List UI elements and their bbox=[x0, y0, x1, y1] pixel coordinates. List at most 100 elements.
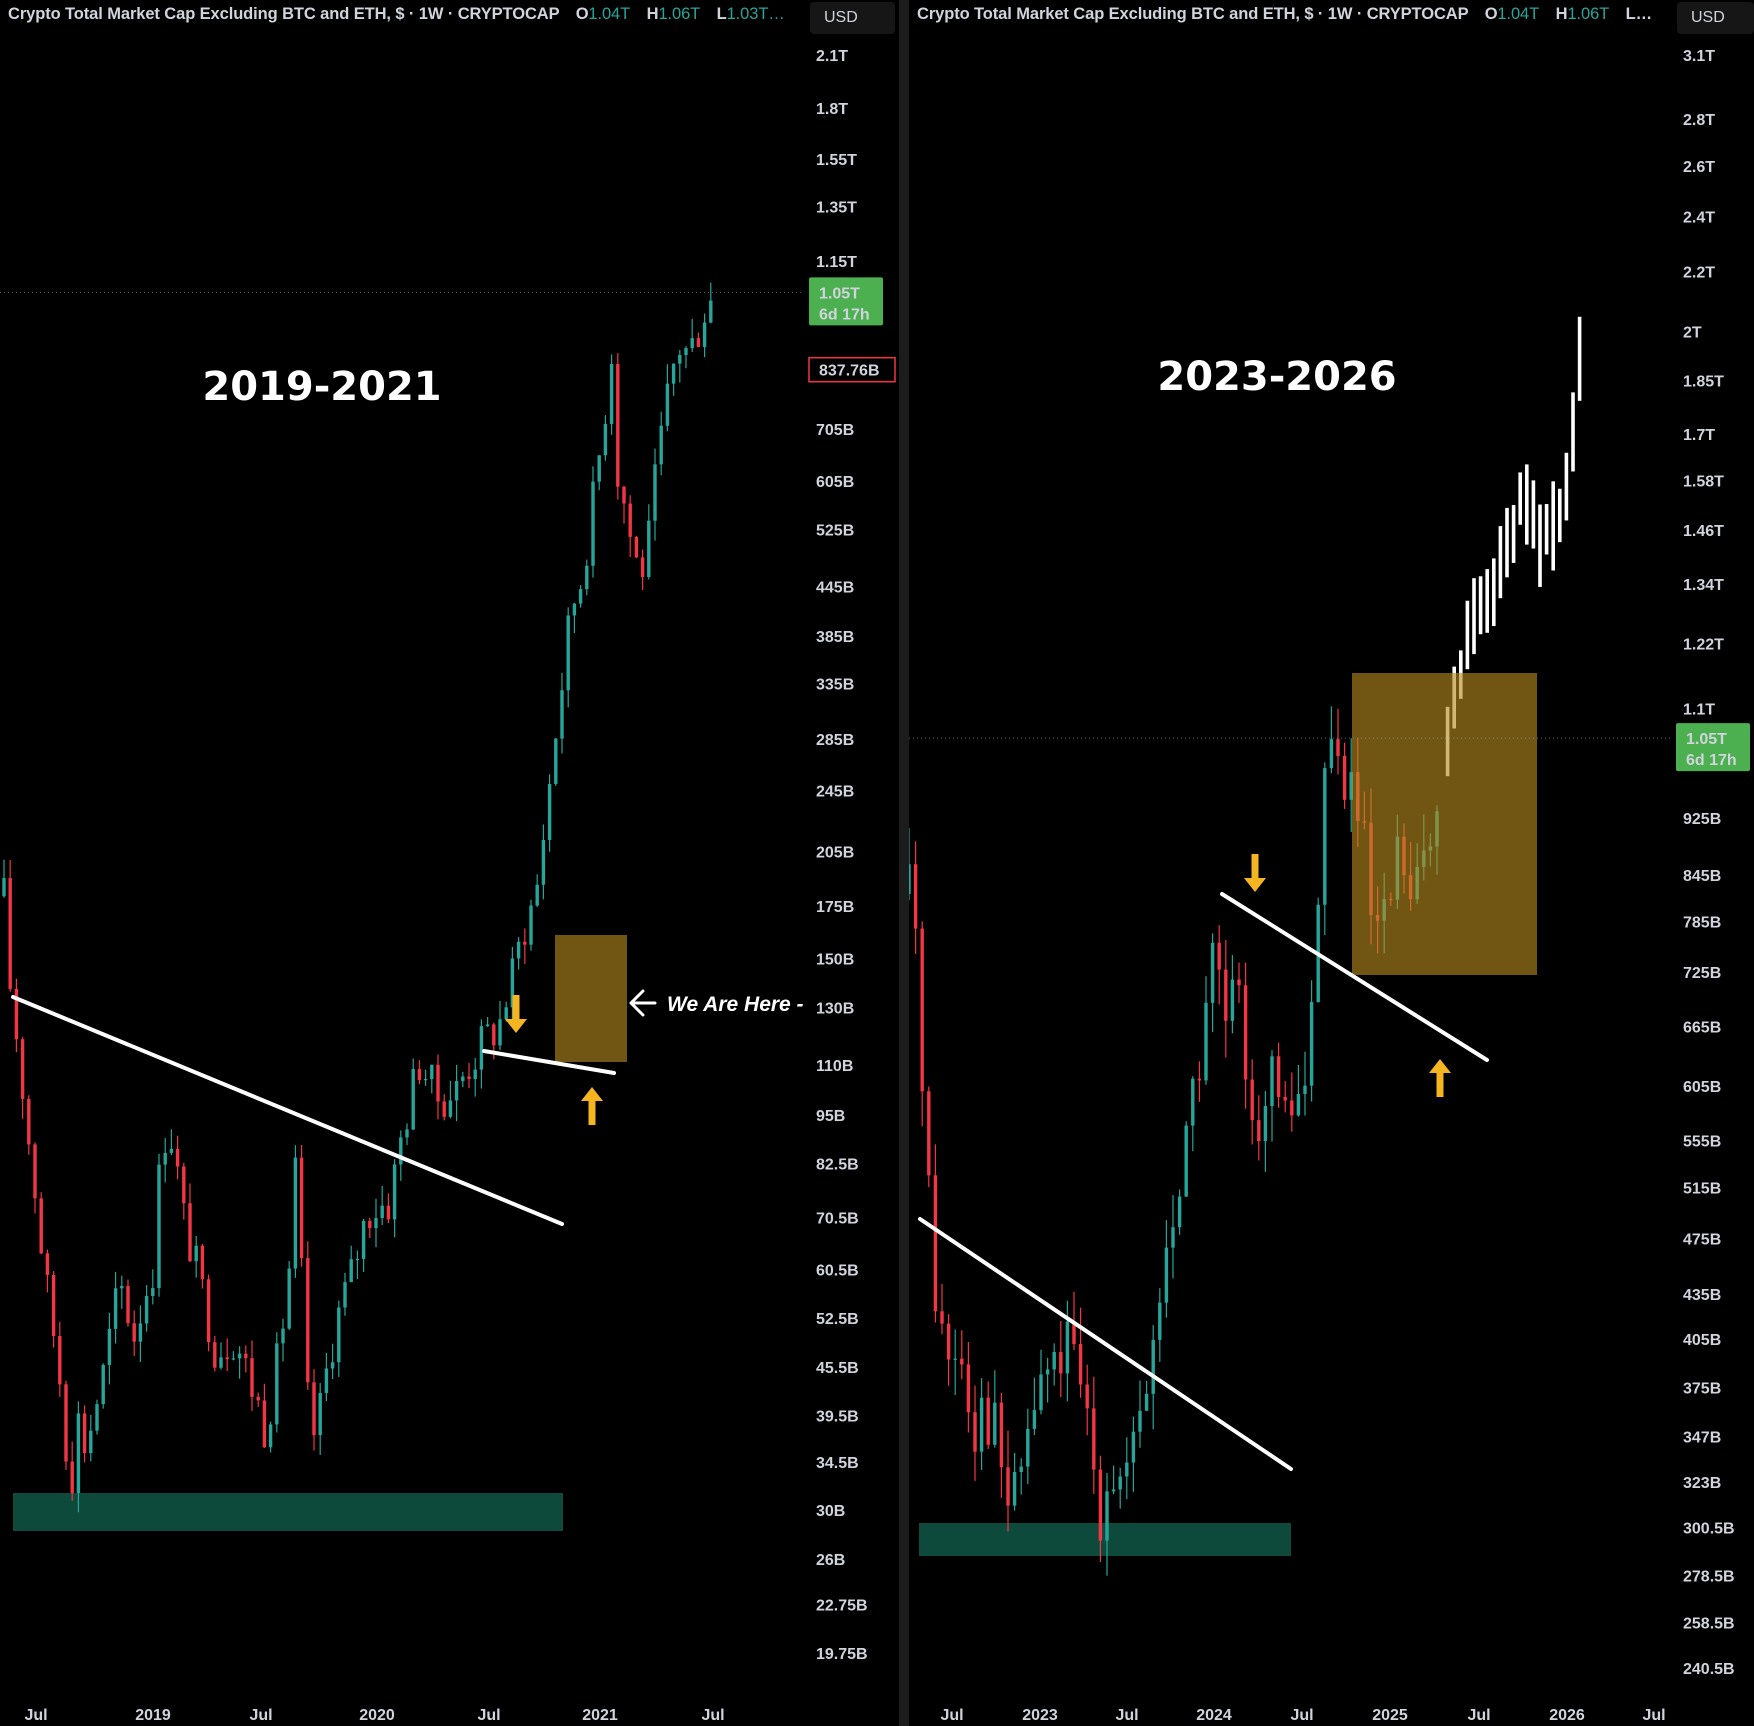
time-tick-label: Jul bbox=[1642, 1707, 1665, 1724]
price-tick-label: 240.5B bbox=[1683, 1661, 1735, 1678]
chart-left[interactable]: 2.1T 1.8T 1.55T 1.35T 1.15T 705B 605B 525B 445B 3… bbox=[0, 0, 899, 1726]
period-label: 2019-2021 bbox=[202, 364, 441, 410]
candle-down bbox=[20, 1039, 25, 1099]
chart-pane-right[interactable]: 3.1T 2.8T 2.6T 2.4T 2.2T 2T 1.85T 1.7T 1.58T 1.46… bbox=[909, 0, 1754, 1726]
candle-down bbox=[225, 1357, 229, 1360]
candle-up bbox=[1039, 1374, 1043, 1411]
candle-up bbox=[1118, 1476, 1122, 1490]
candle-up bbox=[603, 423, 608, 456]
candle-down bbox=[1224, 969, 1228, 1021]
time-tick-label: Jul bbox=[24, 1707, 47, 1724]
candle-up bbox=[479, 1026, 484, 1070]
price-tick-label: 1.15T bbox=[816, 254, 857, 271]
candle-down bbox=[200, 1245, 205, 1280]
candle-up bbox=[95, 1404, 99, 1431]
candle-up bbox=[1349, 772, 1353, 800]
price-tick-label: 445B bbox=[816, 579, 854, 596]
price-tick-label: 1.35T bbox=[816, 199, 857, 216]
arrow-up-icon bbox=[1429, 1059, 1451, 1097]
candle-up bbox=[1191, 1078, 1195, 1126]
time-axis: Jul 2023 Jul 2024 Jul 2025 Jul 2026 Jul bbox=[940, 1707, 1665, 1724]
chart-right[interactable]: 3.1T 2.8T 2.6T 2.4T 2.2T 2T 1.85T 1.7T 1.58T 1.46… bbox=[909, 0, 1754, 1726]
candle-up bbox=[113, 1288, 118, 1329]
candle-down bbox=[634, 536, 639, 558]
candle-up bbox=[535, 884, 539, 906]
candle-down bbox=[436, 1064, 440, 1102]
candle-down bbox=[933, 1175, 938, 1312]
price-tick-label: 175B bbox=[816, 899, 854, 916]
candle-down bbox=[1197, 1078, 1202, 1081]
candle-up bbox=[120, 1285, 124, 1289]
high-value: 1.06T bbox=[1567, 5, 1610, 23]
candle-up bbox=[485, 1024, 490, 1027]
candle-down bbox=[940, 1311, 944, 1324]
candle-up bbox=[231, 1358, 236, 1360]
candle-up bbox=[144, 1295, 149, 1324]
projection-bar bbox=[1518, 472, 1522, 525]
candle-down bbox=[417, 1069, 422, 1081]
projection-bar bbox=[1564, 452, 1569, 521]
candle-up bbox=[1164, 1247, 1169, 1303]
candle-up bbox=[572, 603, 577, 616]
candle-down bbox=[58, 1336, 62, 1385]
candle-up bbox=[1032, 1410, 1037, 1429]
pane-divider[interactable] bbox=[899, 0, 909, 1726]
candle-down bbox=[82, 1413, 87, 1454]
candle-up bbox=[1065, 1321, 1070, 1374]
price-tick-label: 405B bbox=[1683, 1332, 1721, 1349]
price-tick-label: 785B bbox=[1683, 915, 1721, 932]
candle-up bbox=[405, 1129, 409, 1138]
candle-up bbox=[324, 1368, 329, 1393]
candle-up bbox=[1177, 1196, 1182, 1228]
candle-up bbox=[1303, 1085, 1307, 1095]
period-label: 2023-2026 bbox=[1157, 354, 1396, 400]
candle-up bbox=[1045, 1369, 1050, 1375]
chart-header: Crypto Total Market Cap Excluding BTC an… bbox=[917, 5, 1653, 23]
candle-up bbox=[169, 1148, 174, 1153]
price-tick-label: 2.8T bbox=[1683, 112, 1715, 129]
low-price-marker bbox=[808, 356, 896, 383]
candle-up bbox=[355, 1258, 360, 1261]
candle-down bbox=[640, 557, 645, 578]
price-tick-label: 34.5B bbox=[816, 1455, 859, 1472]
candle-down bbox=[64, 1384, 68, 1462]
current-price-value: 1.05T bbox=[819, 285, 860, 302]
candle-up bbox=[541, 840, 546, 885]
candle-up bbox=[659, 425, 663, 465]
projection-bar bbox=[1531, 480, 1536, 549]
current-price-countdown: 6d 17h bbox=[819, 306, 870, 323]
price-tick-label: 60.5B bbox=[816, 1263, 859, 1280]
candles bbox=[2, 282, 713, 1513]
candle-up bbox=[1184, 1125, 1188, 1197]
price-tick-label: 2.2T bbox=[1683, 264, 1715, 281]
trendline bbox=[1220, 892, 1489, 1062]
chart-pane-left[interactable]: 2.1T 1.8T 1.55T 1.35T 1.15T 705B 605B 525B 445B 3… bbox=[0, 0, 899, 1726]
candle-down bbox=[1243, 985, 1248, 1080]
candle-up bbox=[473, 1069, 477, 1079]
candle-up bbox=[690, 338, 694, 349]
currency-button[interactable]: USD bbox=[810, 2, 895, 34]
candle-down bbox=[39, 1198, 43, 1254]
candle-down bbox=[696, 338, 701, 348]
arrow-up-icon-head bbox=[581, 1087, 603, 1101]
currency-button[interactable]: USD bbox=[1677, 2, 1754, 34]
candle-up bbox=[337, 1307, 341, 1363]
price-tick-label: 1.46T bbox=[1683, 523, 1724, 540]
candle-up bbox=[653, 464, 657, 521]
candle-up bbox=[1125, 1462, 1129, 1477]
price-tick-label: 245B bbox=[816, 784, 854, 801]
candle-up bbox=[2, 878, 6, 897]
arrow-down-icon-head bbox=[505, 1019, 527, 1033]
candle-up bbox=[665, 383, 670, 426]
candle-up bbox=[101, 1364, 105, 1405]
candle-up bbox=[1026, 1428, 1030, 1467]
arrow-up-icon-shaft bbox=[588, 1099, 596, 1125]
time-tick-label: 2025 bbox=[1372, 1707, 1408, 1724]
price-tick-label: 22.75B bbox=[816, 1598, 868, 1615]
price-tick-label: 110B bbox=[816, 1058, 853, 1075]
candle-down bbox=[523, 941, 527, 945]
candle-up bbox=[330, 1362, 335, 1369]
candle-down bbox=[262, 1400, 267, 1448]
candle-down bbox=[966, 1364, 971, 1413]
candle-up bbox=[380, 1205, 384, 1219]
